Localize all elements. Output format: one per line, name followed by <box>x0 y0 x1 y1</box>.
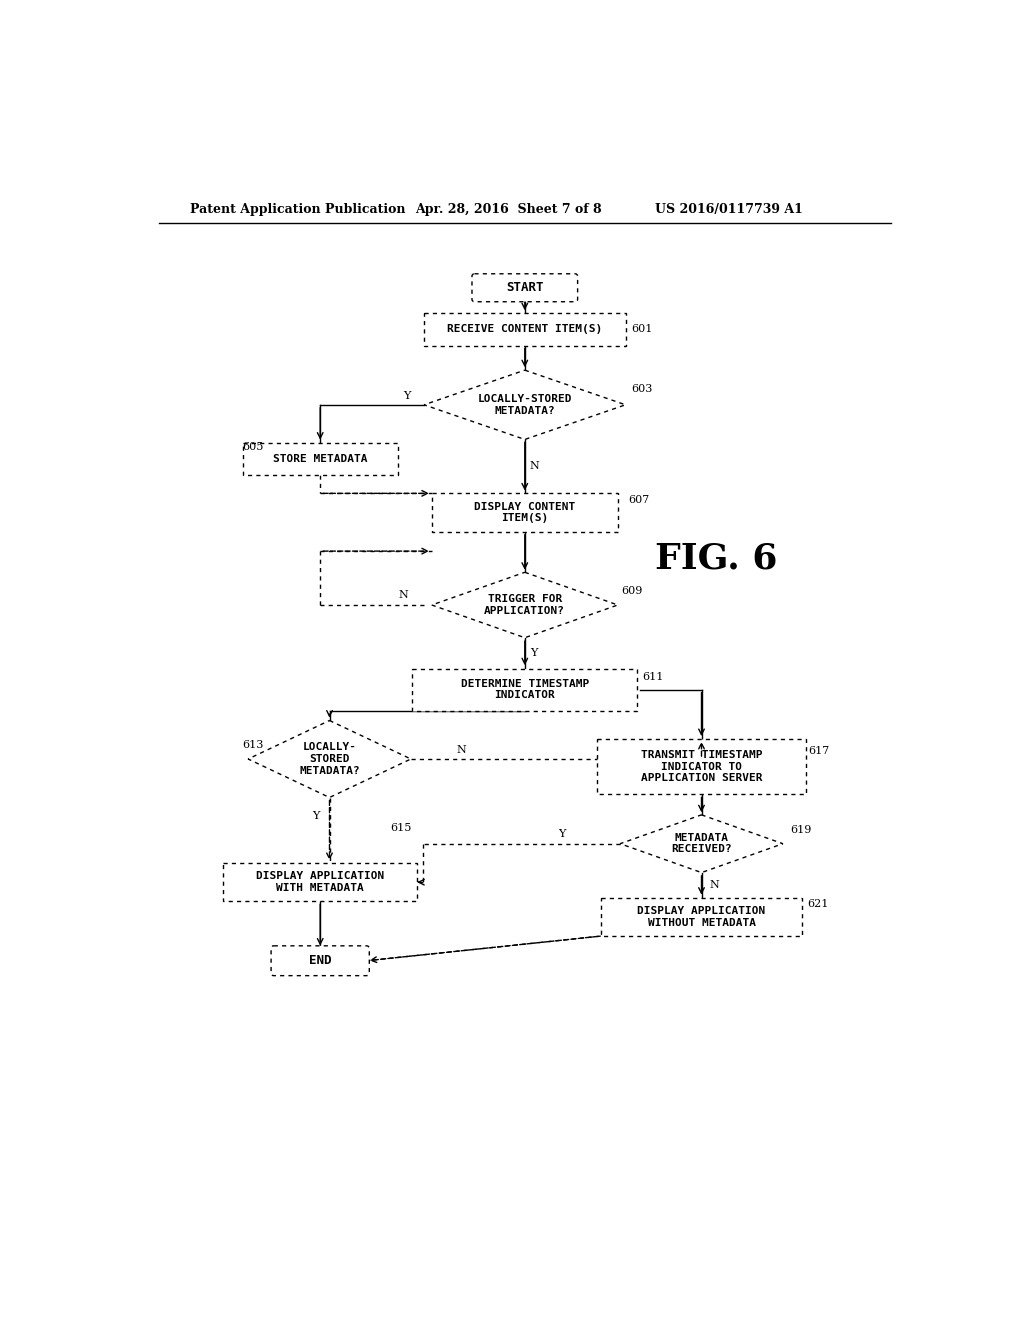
Text: TRIGGER FOR
APPLICATION?: TRIGGER FOR APPLICATION? <box>484 594 565 616</box>
Polygon shape <box>432 573 617 638</box>
Text: LOCALLY-STORED
METADATA?: LOCALLY-STORED METADATA? <box>477 393 572 416</box>
Text: FIG. 6: FIG. 6 <box>655 541 777 576</box>
Text: Apr. 28, 2016  Sheet 7 of 8: Apr. 28, 2016 Sheet 7 of 8 <box>415 203 601 215</box>
Text: Y: Y <box>530 648 538 657</box>
Text: 603: 603 <box>632 384 653 395</box>
Polygon shape <box>248 721 411 797</box>
Text: N: N <box>457 744 466 755</box>
Text: US 2016/0117739 A1: US 2016/0117739 A1 <box>655 203 803 215</box>
Text: Y: Y <box>558 829 565 838</box>
Text: DISPLAY CONTENT
ITEM(S): DISPLAY CONTENT ITEM(S) <box>474 502 575 524</box>
Text: 617: 617 <box>809 746 829 756</box>
FancyBboxPatch shape <box>472 273 578 302</box>
Text: RECEIVE CONTENT ITEM(S): RECEIVE CONTENT ITEM(S) <box>447 325 602 334</box>
Text: 613: 613 <box>243 741 264 750</box>
FancyBboxPatch shape <box>271 946 370 975</box>
Text: 621: 621 <box>807 899 828 908</box>
FancyBboxPatch shape <box>597 739 806 795</box>
Text: DETERMINE TIMESTAMP
INDICATOR: DETERMINE TIMESTAMP INDICATOR <box>461 678 589 701</box>
FancyBboxPatch shape <box>413 668 637 711</box>
Text: METADATA
RECEIVED?: METADATA RECEIVED? <box>671 833 732 854</box>
Text: START: START <box>506 281 544 294</box>
Text: Patent Application Publication: Patent Application Publication <box>190 203 406 215</box>
FancyBboxPatch shape <box>432 494 617 532</box>
Text: N: N <box>709 880 719 890</box>
Text: END: END <box>309 954 332 968</box>
FancyBboxPatch shape <box>601 898 802 936</box>
Text: 607: 607 <box>629 495 650 506</box>
Text: STORE METADATA: STORE METADATA <box>273 454 368 463</box>
Text: 601: 601 <box>632 325 653 334</box>
Text: TRANSMIT TIMESTAMP
INDICATOR TO
APPLICATION SERVER: TRANSMIT TIMESTAMP INDICATOR TO APPLICAT… <box>641 750 762 783</box>
FancyBboxPatch shape <box>243 442 397 475</box>
Text: 609: 609 <box>621 586 642 597</box>
Text: LOCALLY-
STORED
METADATA?: LOCALLY- STORED METADATA? <box>299 742 359 776</box>
FancyBboxPatch shape <box>424 313 626 346</box>
Text: Y: Y <box>312 810 319 821</box>
Text: DISPLAY APPLICATION
WITH METADATA: DISPLAY APPLICATION WITH METADATA <box>256 871 384 894</box>
Polygon shape <box>424 370 626 440</box>
Text: 615: 615 <box>390 824 412 833</box>
Text: DISPLAY APPLICATION
WITHOUT METADATA: DISPLAY APPLICATION WITHOUT METADATA <box>637 906 766 928</box>
Text: 611: 611 <box>643 672 664 681</box>
Text: N: N <box>529 462 539 471</box>
Polygon shape <box>621 814 783 873</box>
Text: Y: Y <box>403 391 411 400</box>
Text: N: N <box>398 590 408 601</box>
Text: 605: 605 <box>243 442 264 453</box>
FancyBboxPatch shape <box>223 863 417 902</box>
Text: 619: 619 <box>791 825 812 834</box>
